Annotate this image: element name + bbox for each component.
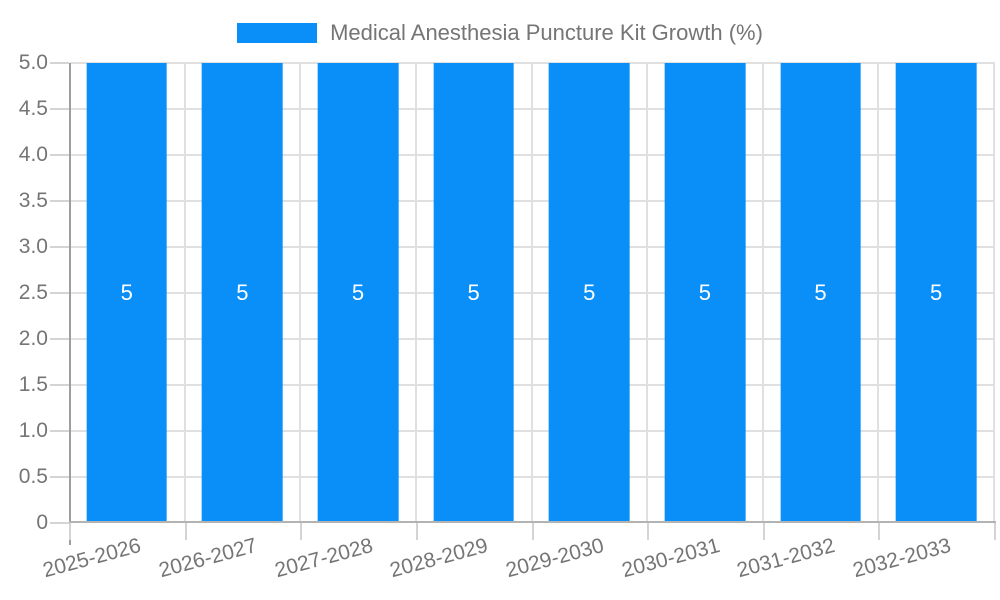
ytick-label: 4.5 — [18, 97, 48, 120]
legend[interactable]: Medical Anesthesia Puncture Kit Growth (… — [0, 20, 1000, 46]
category-slot: 5 — [648, 63, 764, 523]
xtick-label: 2026-2027 — [156, 534, 260, 583]
bar: 5 — [317, 63, 399, 523]
gridline-h — [70, 62, 995, 64]
legend-swatch — [237, 23, 318, 43]
xtick-label: 2031-2032 — [734, 534, 838, 583]
bar-value-label: 5 — [236, 280, 249, 305]
xtick-mark — [994, 523, 996, 540]
bar-value-label: 5 — [583, 280, 596, 305]
xtick-label: 2029-2030 — [503, 534, 607, 583]
plot-area: 5 5 5 5 5 5 5 5 — [70, 62, 995, 523]
ytick-mark — [50, 154, 69, 156]
xtick-mark — [300, 523, 303, 540]
ytick-label: 3.5 — [18, 189, 48, 212]
ytick-mark — [50, 200, 69, 202]
xtick-label: 2032-2033 — [850, 534, 954, 583]
bar-value-label: 5 — [120, 280, 133, 305]
bar: 5 — [895, 63, 977, 523]
gridline-h — [70, 200, 995, 202]
x-axis-line — [69, 521, 996, 523]
gridline-h — [70, 384, 995, 386]
xtick-label: 2027-2028 — [272, 534, 376, 583]
xtick-label: 2030-2031 — [618, 534, 722, 583]
gridline-h — [70, 292, 995, 294]
xtick-mark — [184, 523, 187, 540]
ytick-mark — [50, 246, 69, 248]
category-slot: 5 — [533, 63, 649, 523]
gridline-h — [70, 338, 995, 340]
xtick-label: 2025-2026 — [40, 534, 144, 583]
category-slot: 5 — [186, 63, 302, 523]
ytick-mark — [50, 476, 69, 478]
bar: 5 — [433, 63, 515, 523]
gridline-h — [70, 108, 995, 110]
ytick-label: 1.5 — [18, 373, 48, 396]
ytick-label: 0 — [36, 511, 48, 534]
xtick-mark — [762, 523, 765, 540]
category-slot: 5 — [70, 63, 186, 523]
ytick-mark — [50, 430, 69, 432]
ytick-label: 1.0 — [18, 419, 48, 442]
category-slot: 5 — [764, 63, 880, 523]
bar: 5 — [86, 63, 168, 523]
ytick-mark — [50, 108, 69, 110]
gridlines — [70, 62, 995, 523]
bar: 5 — [202, 63, 283, 523]
category-slot: 5 — [301, 63, 417, 523]
ytick-mark — [50, 292, 69, 294]
bar: 5 — [664, 63, 746, 523]
y-axis-line — [69, 63, 71, 545]
legend-label: Medical Anesthesia Puncture Kit Growth (… — [330, 20, 763, 45]
ytick-mark — [50, 338, 69, 340]
xtick-label: 2028-2029 — [387, 534, 491, 583]
bar-value-label: 5 — [351, 280, 365, 305]
xtick-mark — [69, 523, 71, 540]
gridline-h — [70, 154, 995, 156]
ytick-label: 5.0 — [18, 51, 48, 74]
bar-value-label: 5 — [814, 280, 827, 305]
ytick-label: 0.5 — [18, 465, 48, 488]
gridline-h — [70, 476, 995, 478]
bar-value-label: 5 — [698, 280, 712, 305]
bar-slots: 5 5 5 5 5 5 5 5 — [70, 63, 995, 523]
gridline-h — [70, 430, 995, 432]
gridline-h — [70, 246, 995, 248]
bar: 5 — [780, 63, 861, 523]
ytick-mark — [50, 384, 69, 386]
ytick-label: 3.0 — [18, 235, 48, 258]
xtick-mark — [415, 523, 418, 540]
ytick-label: 4.0 — [18, 143, 48, 166]
xtick-mark — [647, 523, 650, 540]
ytick-label: 2.5 — [18, 281, 48, 304]
category-slot: 5 — [417, 63, 533, 523]
bar-value-label: 5 — [467, 280, 480, 305]
xtick-mark — [878, 523, 881, 540]
xtick-mark — [531, 523, 534, 540]
bar-value-label: 5 — [930, 280, 943, 305]
ytick-mark — [50, 62, 69, 64]
category-slot: 5 — [879, 63, 995, 523]
bar: 5 — [548, 63, 630, 523]
ytick-mark — [50, 522, 69, 524]
ytick-label: 2.0 — [18, 327, 48, 350]
